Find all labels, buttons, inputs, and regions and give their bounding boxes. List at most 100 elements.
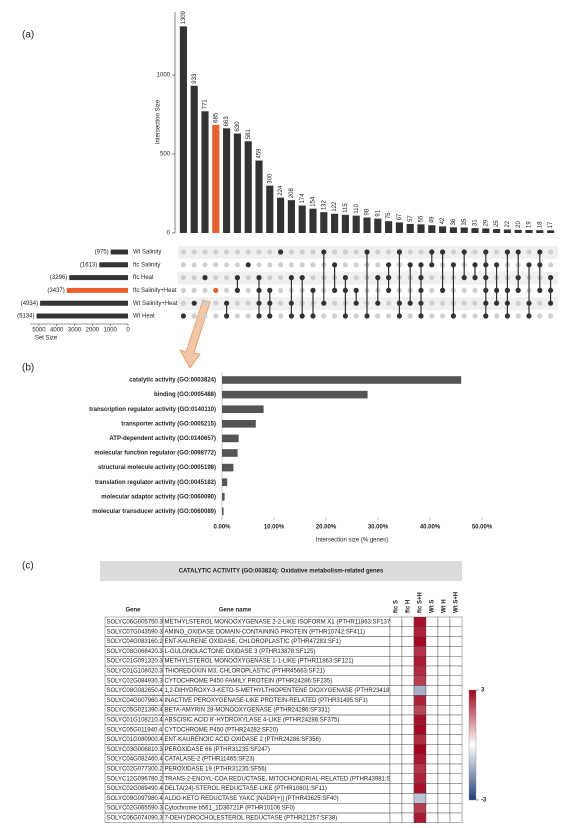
bar-value-label: 224 [278, 185, 284, 196]
bar-value-label: 55 [419, 215, 425, 222]
bar-value-label: 685 [213, 112, 219, 123]
empty-cell [437, 793, 451, 804]
set-size-label: (975) [95, 250, 109, 256]
empty-cell [389, 714, 403, 726]
matrix-dot [494, 287, 500, 293]
gene-id: SOLYC02G084930.3 [107, 678, 164, 684]
matrix-dot-empty [256, 249, 262, 255]
gene-id: SOLYC02G069490.4 [107, 786, 164, 792]
matrix-dot-empty [321, 313, 327, 319]
intersection-bar [352, 215, 360, 233]
empty-cell [449, 803, 463, 814]
matrix-dot [386, 287, 392, 293]
intersection-bar [417, 224, 425, 233]
matrix-dot [180, 313, 186, 319]
bar [222, 420, 256, 428]
matrix-dot [450, 313, 456, 319]
matrix-dot [267, 287, 273, 293]
matrix-dot-empty [429, 287, 435, 293]
intersection-bar [525, 230, 533, 233]
matrix-dot-empty [494, 313, 500, 319]
bar-value-label: 771 [203, 99, 209, 110]
category-label: transporter activity (GO:0005215) [121, 421, 216, 427]
empty-cell [425, 754, 439, 765]
empty-cell [389, 656, 403, 667]
gene-name: BETA-AMYRIN 28-MONOOXYGENASE (PTHR24286:… [165, 708, 330, 714]
matrix-dot [472, 262, 478, 268]
matrix-dot [483, 262, 489, 268]
matrix-dot [504, 287, 510, 293]
matrix-dot-empty [180, 287, 186, 293]
title-box [100, 561, 462, 581]
matrix-dot [256, 300, 262, 306]
gene-name: 7-DEHYDROCHOLESTEROL REDUCTASE (PTHR2125… [165, 815, 338, 821]
gene-id: SOLYC04G007960.4 [107, 698, 164, 704]
matrix-dot [310, 313, 316, 319]
category-label: molecular adaptor activity (GO:0060090) [101, 494, 216, 500]
matrix-dot [548, 287, 554, 293]
empty-cell [437, 744, 451, 755]
matrix-dot [515, 287, 521, 293]
empty-cell [449, 754, 463, 765]
empty-cell [449, 705, 463, 716]
empty-cell [437, 675, 451, 686]
colorbar [468, 689, 477, 801]
x-tick-label: 0.00% [213, 525, 231, 531]
gene-id: SOLYC06G074090.3 [107, 815, 164, 821]
gene-name: Cytochrome b561_1D36721P (PTHR10106:SF0) [165, 806, 295, 812]
matrix-dot-empty [461, 313, 467, 319]
matrix-dot-empty [202, 287, 208, 293]
matrix-dot [472, 275, 478, 281]
heat-cell [413, 705, 427, 716]
empty-cell [401, 626, 415, 637]
bar-value-label: 67 [397, 213, 403, 220]
matrix-dot [364, 249, 370, 255]
empty-cell [401, 616, 415, 628]
set-size-axis-label: Set Size [35, 336, 58, 342]
matrix-dot [234, 287, 240, 293]
empty-cell [389, 705, 403, 716]
matrix-dot [537, 262, 543, 268]
heat-cell [413, 763, 427, 775]
set-size-tick-label: 0 [126, 328, 130, 334]
gene-id: SOLYC07G043590.3 [107, 629, 164, 635]
matrix-dot [483, 300, 489, 306]
set-name: Wt Salinity+Heat [133, 301, 178, 307]
gene-id: SOLYC01G091320.3 [107, 659, 164, 665]
bar [222, 449, 238, 457]
empty-cell [401, 705, 415, 716]
condition-header: Wt S [430, 600, 436, 613]
empty-cell [425, 793, 439, 804]
matrix-dot-empty [429, 313, 435, 319]
gene-name: CYTOCHROME P450 FAMILY PROTEIN (PTHR2428… [165, 678, 333, 684]
set-size-tick-label: 3000 [68, 328, 82, 334]
matrix-dot-empty [224, 275, 230, 281]
matrix-dot-empty [472, 300, 478, 306]
intersection-bar [514, 229, 522, 233]
x-tick-label: 50.00% [472, 525, 493, 531]
matrix-dot [342, 313, 348, 319]
empty-cell [425, 646, 439, 657]
matrix-dot-empty [407, 313, 413, 319]
intersection-bar [482, 228, 490, 233]
gene-name: DELTA(24)-STEROL REDUCTASE-LIKE (PTHR108… [165, 786, 327, 792]
bar-value-label: 98 [365, 208, 371, 215]
bar [222, 507, 224, 516]
empty-cell [389, 626, 403, 637]
empty-cell [401, 803, 415, 814]
matrix-dot-empty [288, 249, 294, 255]
matrix-dot-empty [537, 313, 543, 319]
empty-cell [425, 812, 439, 824]
intersection-bar [179, 26, 187, 233]
gene-name: ABSCISIC ACID 8'-HYDROXYLASE 4-LIKE (PTH… [165, 717, 340, 723]
heat-cell [413, 636, 427, 647]
gene-name: PEROXIDASE 66 (PTHR31235:SF247) [165, 747, 270, 753]
matrix-dot-empty [386, 249, 392, 255]
panel-label: (c) [22, 561, 34, 572]
empty-cell [449, 744, 463, 755]
heat-cell [413, 646, 427, 657]
matrix-dot-empty [429, 275, 435, 281]
matrix-dot-empty [375, 313, 381, 319]
matrix-dot [202, 275, 208, 281]
empty-cell [401, 754, 415, 765]
